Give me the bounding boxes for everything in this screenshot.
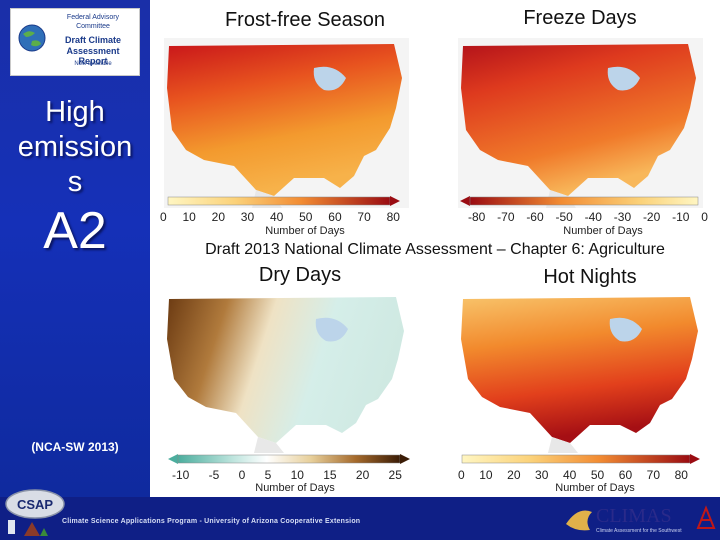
climas-logo-text: CLIMAS: [596, 505, 672, 527]
legend-tick: 60: [328, 210, 342, 224]
scenario-heading-line: s: [67, 166, 83, 198]
legend-tick: -70: [497, 210, 515, 224]
hot-nights-legend-ticks: 0 10 20 30 40 50 60 70 80: [458, 468, 688, 482]
legend-tick: 80: [386, 210, 400, 224]
climas-logo-subtitle: Climate Assessment for the Southwest: [596, 528, 682, 534]
legend-tick: 50: [590, 468, 605, 482]
legend-tick: 20: [355, 468, 370, 482]
dry-days-color-bar: [168, 454, 410, 464]
legend-tick: 70: [646, 468, 661, 482]
source-note: (NCA-SW 2013): [31, 440, 119, 454]
legend-tick: 30: [535, 468, 549, 482]
logo-line-2: Committee: [76, 23, 110, 30]
hot-nights-map: [458, 293, 703, 453]
mexico-land: [254, 437, 284, 453]
legend-tick: -5: [208, 468, 220, 482]
csap-logo-text: CSAP: [17, 497, 53, 512]
freeze-days-map: [458, 38, 703, 208]
dry-days-legend-label: Number of Days: [255, 482, 335, 494]
frost-free-map: [164, 38, 409, 208]
scenario-heading-line: emission: [17, 131, 133, 163]
sidebar: Federal Advisory Committee Draft Climate…: [0, 0, 150, 497]
scenario-label: A2: [43, 202, 107, 260]
hot-nights-legend-label: Number of Days: [555, 482, 635, 494]
legend-tick: 20: [211, 210, 225, 224]
legend-tick: 80: [674, 468, 688, 482]
legend-tick: -60: [526, 210, 544, 224]
dry-days-map: [164, 293, 409, 453]
legend-tick: 20: [507, 468, 521, 482]
legend-tick: -50: [555, 210, 573, 224]
great-lakes: [609, 317, 642, 342]
great-lakes: [315, 317, 348, 342]
climas-logo[interactable]: CLIMAS Climate Assessment for the Southw…: [560, 500, 716, 536]
legend-tick: 0: [458, 468, 465, 482]
footer-credit: Climate Science Applications Program - U…: [62, 518, 361, 525]
great-lakes: [607, 66, 640, 91]
scenario-heading-line: High: [45, 96, 105, 128]
panel-title-hot-nights: Hot Nights: [543, 266, 637, 288]
logo-line-5: Now available: [74, 61, 112, 67]
scenario-heading: High emission s: [0, 95, 150, 200]
logo-line-3: Draft Climate: [64, 35, 121, 45]
legend-tick: 70: [357, 210, 371, 224]
great-lakes: [313, 66, 346, 91]
figure-caption: Draft 2013 National Climate Assessment –…: [205, 241, 665, 258]
dry-days-legend-ticks: -10 -5 0 5 10 15 20 25: [172, 468, 402, 482]
legend-tick: -20: [642, 210, 661, 224]
legend-tick: 10: [479, 468, 493, 482]
frost-free-legend-ticks: 0 10 20 30 40 50 60 70 80: [160, 210, 400, 224]
panel-title-frost-free: Frost-free Season: [224, 9, 386, 31]
legend-tick: 25: [388, 468, 402, 482]
legend-tick: -10: [672, 210, 690, 224]
legend-tick: -80: [468, 210, 486, 224]
panel-title-freeze-days: Freeze Days: [523, 7, 637, 29]
freeze-days-color-bar: [460, 196, 699, 206]
draft-report-logo[interactable]: Federal Advisory Committee Draft Climate…: [10, 8, 140, 76]
legend-tick: 5: [264, 468, 272, 482]
mexico-land: [548, 437, 578, 453]
legend-tick: 60: [618, 468, 633, 482]
legend-tick: 15: [323, 468, 337, 482]
logo-line-4: Assessment Report: [66, 46, 120, 66]
legend-tick: 0: [238, 468, 246, 482]
globe-icon: [18, 24, 46, 52]
frost-free-legend-label: Number of Days: [265, 225, 345, 237]
panel-title-dry-days: Dry Days: [258, 264, 342, 286]
legend-tick: 0: [701, 210, 708, 224]
legend-tick: 0: [160, 210, 167, 224]
legend-tick: -30: [613, 210, 632, 224]
csap-logo[interactable]: CSAP: [4, 486, 66, 540]
legend-tick: 40: [269, 210, 284, 224]
footer-bar: Climate Science Applications Program - U…: [0, 497, 720, 540]
legend-tick: 10: [290, 468, 304, 482]
legend-tick: 50: [299, 210, 313, 224]
legend-tick: 30: [240, 210, 255, 224]
legend-tick: 40: [562, 468, 577, 482]
legend-tick: 10: [182, 210, 196, 224]
logo-line-1: Federal Advisory: [66, 14, 120, 21]
freeze-days-legend-ticks: -80 -70 -60 -50 -40 -30 -20 -10 0: [468, 210, 708, 224]
hot-nights-color-bar: [461, 454, 700, 464]
freeze-days-legend-label: Number of Days: [563, 225, 643, 237]
frost-free-color-bar: [167, 196, 400, 206]
legend-tick: -40: [584, 210, 602, 224]
legend-tick: -10: [172, 468, 190, 482]
